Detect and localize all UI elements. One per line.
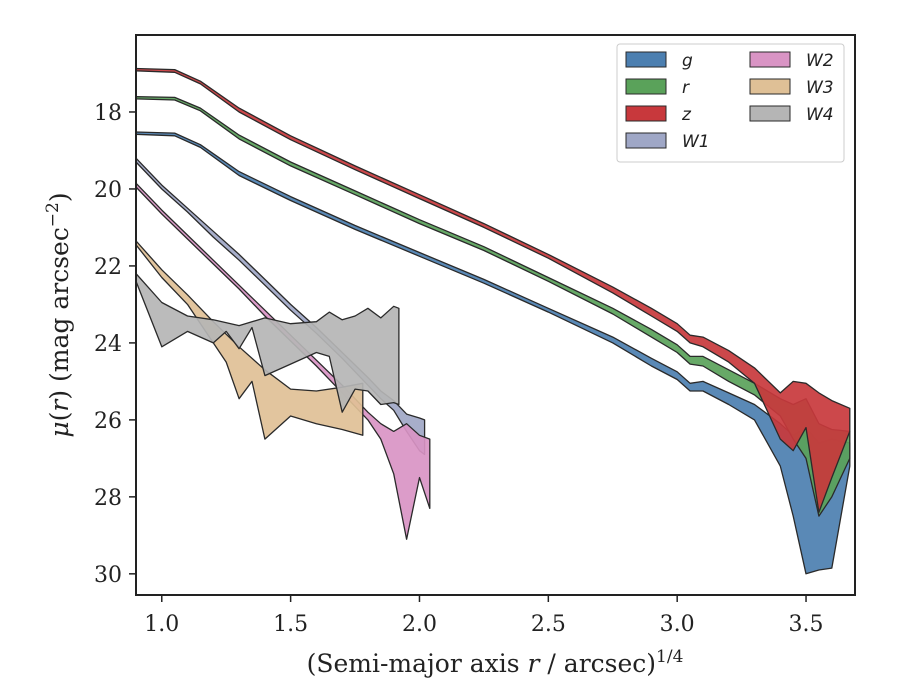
band-g xyxy=(136,131,851,575)
y-tick-label: 22 xyxy=(94,255,122,280)
y-tick-label: 18 xyxy=(94,101,122,126)
legend-label-W2: W2 xyxy=(806,51,834,71)
legend-swatch-W4 xyxy=(749,105,791,122)
legend-swatch-g xyxy=(625,51,667,68)
legend-frame xyxy=(616,43,845,163)
x-axis-title: (Semi-major axis r / arcsec)1/4 xyxy=(307,647,684,678)
x-tick-label: 1.0 xyxy=(144,612,179,637)
x-tick-label: 2.5 xyxy=(531,612,566,637)
band-z xyxy=(136,67,851,513)
legend-label-W4: W4 xyxy=(806,105,834,125)
legend-label-z: z xyxy=(681,105,692,125)
legend-swatch-W2 xyxy=(749,51,791,68)
band-W4 xyxy=(136,272,400,413)
y-tick-label: 30 xyxy=(94,563,122,588)
y-tick-label: 20 xyxy=(94,178,122,203)
legend-label-r: r xyxy=(682,78,690,98)
x-tick-label: 3.0 xyxy=(660,612,695,637)
legend-swatch-W3 xyxy=(749,78,791,95)
legend-swatch-z xyxy=(625,105,667,122)
legend-label-W3: W3 xyxy=(806,78,834,98)
legend: grz W1 W2 W3 W4 xyxy=(616,43,845,163)
y-axis-ticks: 18 20 22 24 26 28 30 xyxy=(94,101,136,588)
legend-label-g: g xyxy=(682,51,693,71)
y-tick-label: 28 xyxy=(94,486,122,511)
y-tick-label: 24 xyxy=(94,332,122,357)
x-tick-label: 2.0 xyxy=(402,612,437,637)
legend-swatch-W1 xyxy=(625,132,667,149)
legend-swatch-r xyxy=(625,78,667,95)
y-tick-label: 26 xyxy=(94,409,122,434)
x-tick-label: 1.5 xyxy=(273,612,308,637)
band-W2 xyxy=(136,182,431,540)
band-r xyxy=(136,95,851,517)
profile-bands xyxy=(136,67,851,575)
y-axis-title: μ(r) (mag arcsec−2) xyxy=(43,192,74,437)
legend-label-W1: W1 xyxy=(682,132,710,152)
plot-frame xyxy=(135,34,856,596)
x-axis-ticks: 1.0 1.5 2.0 2.5 3.0 3.5 xyxy=(144,595,824,637)
x-tick-label: 3.5 xyxy=(789,612,824,637)
